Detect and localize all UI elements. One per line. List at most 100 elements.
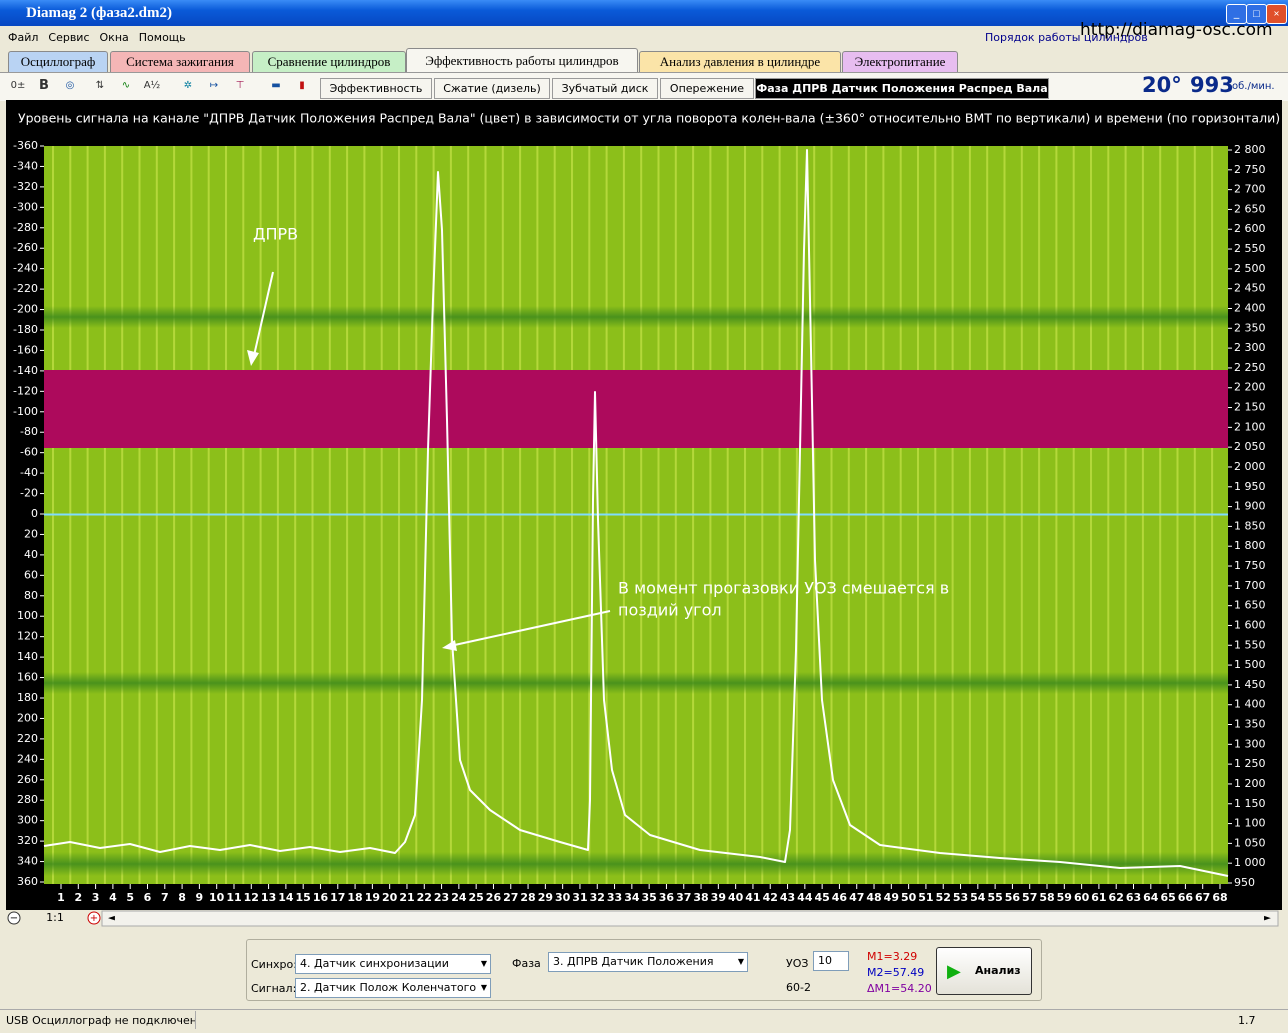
- y2-tick-label: 1 750: [1234, 559, 1266, 572]
- phase-combo[interactable]: 3. ДПРВ Датчик Положения Распр: [548, 952, 748, 972]
- sub-tab[interactable]: Опережение: [660, 78, 754, 99]
- tool-icon[interactable]: ∿: [121, 80, 131, 91]
- tool-icon[interactable]: 0±: [10, 80, 26, 91]
- x-tick-label: 66: [1178, 891, 1194, 904]
- x-tick-label: 7: [161, 891, 169, 904]
- status-message: USB Осциллограф не подключен: [6, 1014, 197, 1027]
- x-tick-label: 61: [1091, 891, 1106, 904]
- x-tick-label: 35: [641, 891, 656, 904]
- x-tick-label: 38: [693, 891, 708, 904]
- y2-tick-label: 2 400: [1234, 301, 1266, 314]
- y2-tick-label: 1 200: [1234, 777, 1266, 790]
- y-tick-label: -40: [20, 466, 38, 479]
- uoz-label: УОЗ: [786, 957, 809, 970]
- tool-icon[interactable]: B: [39, 78, 49, 93]
- x-tick-label: 59: [1057, 891, 1072, 904]
- scroll-left[interactable]: ◄: [108, 914, 115, 924]
- menu-item[interactable]: Помощь: [138, 31, 186, 44]
- y-tick-label: 300: [17, 814, 38, 827]
- x-tick-label: 3: [92, 891, 100, 904]
- x-tick-label: 6: [144, 891, 152, 904]
- window-title: Diamag 2 (фаза2.dm2): [26, 5, 172, 21]
- angle-readout: 20°: [1142, 73, 1182, 97]
- sub-tab[interactable]: Эффективность: [320, 78, 432, 99]
- scroll-track[interactable]: [101, 910, 1279, 927]
- x-tick-label: 46: [832, 891, 848, 904]
- heatmap-band: [44, 852, 1228, 876]
- tool-icon[interactable]: ⊤: [235, 80, 245, 91]
- y2-tick-label: 1 350: [1234, 718, 1266, 731]
- y-tick-label: -240: [13, 262, 38, 275]
- y-tick-label: 260: [17, 773, 38, 786]
- x-tick-label: 29: [538, 891, 553, 904]
- tab[interactable]: Осциллограф: [8, 51, 108, 72]
- zoom-in-icon: +: [90, 913, 98, 924]
- sub-tab-active[interactable]: Фаза ДПРВ Датчик Положения Распред Вала: [755, 78, 1049, 99]
- tab[interactable]: Система зажигания: [110, 51, 250, 72]
- tool-icon[interactable]: ✲: [183, 80, 193, 91]
- sync-combo[interactable]: 4. Датчик синхронизации: [295, 954, 491, 974]
- annotation-arrow: [449, 610, 611, 647]
- x-tick-label: 9: [196, 891, 204, 904]
- y2-tick-label: 1 100: [1234, 817, 1266, 830]
- y2-tick-label: 1 400: [1234, 698, 1266, 711]
- tab[interactable]: Анализ давления в цилиндре: [639, 51, 841, 72]
- y-tick-label: 240: [17, 752, 38, 765]
- signal-label: Сигнал:: [251, 982, 297, 995]
- x-tick-label: 8: [178, 891, 186, 904]
- tool-icon[interactable]: ▬: [271, 80, 281, 91]
- x-tick-label: 2: [74, 891, 82, 904]
- y-tick-label: 220: [17, 732, 38, 745]
- y2-tick-label: 2 300: [1234, 341, 1266, 354]
- cylinder-order-link[interactable]: Порядок работы цилиндров: [985, 31, 1148, 44]
- x-tick-label: 5: [126, 891, 134, 904]
- x-tick-label: 62: [1109, 891, 1124, 904]
- tool-icon[interactable]: ↦: [209, 80, 219, 91]
- phase-label: Фаза: [512, 957, 541, 970]
- x-tick-label: 19: [365, 891, 380, 904]
- y-tick-label: -180: [13, 323, 38, 336]
- y-tick-label: -280: [13, 221, 38, 234]
- sub-tab[interactable]: Сжатие (дизель): [434, 78, 550, 99]
- tool-icon[interactable]: A½: [143, 80, 161, 91]
- x-tick-label: 47: [849, 891, 864, 904]
- zoom-in-button[interactable]: [87, 911, 101, 925]
- tab[interactable]: Электропитание: [842, 51, 958, 72]
- uoz-spin[interactable]: 10: [813, 951, 849, 971]
- uoz-value: 10: [818, 954, 832, 967]
- rpm-readout: 993: [1190, 73, 1234, 97]
- y2-tick-label: 2 550: [1234, 242, 1266, 255]
- close-button[interactable]: ×: [1266, 4, 1287, 24]
- y2-tick-label: 2 350: [1234, 321, 1266, 334]
- signal-combo[interactable]: 2. Датчик Полож Коленчатого Вал: [295, 978, 491, 998]
- plot: Уровень сигнала на канале "ДПРВ Датчик П…: [6, 100, 1282, 927]
- tool-icon[interactable]: ▮: [299, 80, 305, 91]
- y2-tick-label: 2 150: [1234, 401, 1266, 414]
- menu-item[interactable]: Окна: [99, 31, 129, 44]
- menu-item[interactable]: Сервис: [48, 31, 90, 44]
- y2-tick-label: 950: [1234, 876, 1255, 889]
- y2-tick-label: 2 050: [1234, 440, 1266, 453]
- y2-tick-label: 2 100: [1234, 420, 1266, 433]
- rpm-unit: об./мин.: [1232, 81, 1275, 92]
- menu-item[interactable]: Файл: [8, 31, 39, 44]
- tool-icon[interactable]: ◎: [65, 80, 75, 91]
- website-label: http://diamag-osc.com: [1080, 20, 1273, 40]
- zoom-out-button[interactable]: [7, 911, 21, 925]
- y-tick-label: -300: [13, 200, 38, 213]
- y2-tick-label: 2 200: [1234, 381, 1266, 394]
- y-tick-label: -320: [13, 180, 38, 193]
- analyze-button[interactable]: ▶ Анализ: [936, 947, 1032, 995]
- y-tick-label: -80: [20, 425, 38, 438]
- x-tick-label: 36: [659, 891, 675, 904]
- heatmap-band: [44, 672, 1228, 694]
- x-tick-label: 25: [469, 891, 484, 904]
- tab-active[interactable]: Эффективность работы цилиндров: [406, 48, 638, 73]
- tool-icon[interactable]: ⇅: [95, 80, 105, 91]
- x-tick-label: 44: [797, 891, 813, 904]
- scroll-right[interactable]: ►: [1264, 914, 1271, 924]
- sub-tab[interactable]: Зубчатый диск: [552, 78, 658, 99]
- tab[interactable]: Сравнение цилиндров: [252, 51, 406, 72]
- y-tick-label: 180: [17, 691, 38, 704]
